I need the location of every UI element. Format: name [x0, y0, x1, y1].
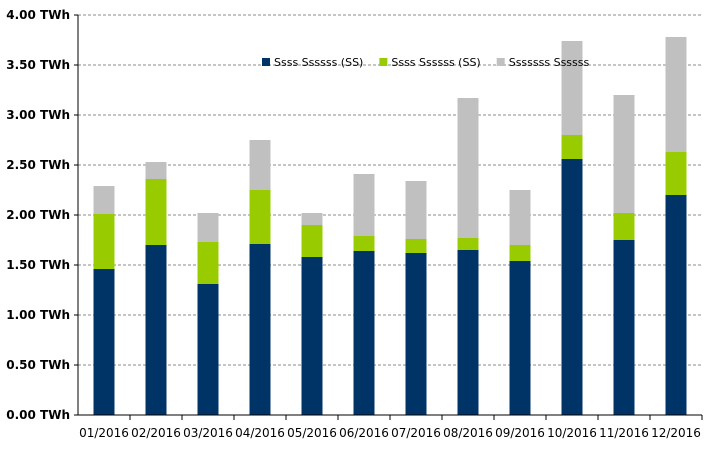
- x-tick-label: 07/2016: [391, 426, 441, 440]
- bar-segment-series-1: [405, 239, 427, 253]
- bar-segment-series-2: [145, 162, 167, 179]
- bar-segment-series-1: [613, 213, 635, 240]
- x-tick-label: 08/2016: [443, 426, 493, 440]
- bar-segment-series-0: [353, 251, 375, 415]
- bar-segment-series-2: [197, 213, 219, 242]
- legend-swatch-series-0: [262, 58, 270, 66]
- bar-segment-series-0: [301, 257, 323, 415]
- legend-label-series-2: Sssssss Ssssss: [509, 56, 590, 69]
- y-tick-label: 4.00 TWh: [6, 8, 70, 22]
- bar-segment-series-1: [665, 152, 687, 195]
- x-tick-label: 12/2016: [651, 426, 701, 440]
- bar-segment-series-2: [561, 41, 583, 135]
- bar-segment-series-2: [93, 186, 115, 214]
- bar-segment-series-1: [353, 236, 375, 251]
- bar-segment-series-0: [249, 244, 271, 415]
- x-tick-label: 10/2016: [547, 426, 597, 440]
- bar-segment-series-0: [457, 250, 479, 415]
- x-tick-label: 11/2016: [599, 426, 649, 440]
- x-tick-label: 02/2016: [131, 426, 181, 440]
- bar-segment-series-2: [665, 37, 687, 152]
- bar-segment-series-1: [561, 135, 583, 159]
- bar-segment-series-1: [93, 214, 115, 269]
- bar-segment-series-1: [301, 225, 323, 257]
- bar-segment-series-2: [613, 95, 635, 213]
- bar-segment-series-1: [145, 179, 167, 245]
- bar-segment-series-1: [197, 242, 219, 284]
- y-tick-label: 0.00 TWh: [6, 408, 70, 422]
- bars: [93, 37, 687, 415]
- x-tick-label: 01/2016: [79, 426, 129, 440]
- bar-segment-series-0: [405, 253, 427, 415]
- x-tick-label: 04/2016: [235, 426, 285, 440]
- y-tick-label: 2.00 TWh: [6, 208, 70, 222]
- bar-segment-series-2: [457, 98, 479, 238]
- y-tick-label: 3.00 TWh: [6, 108, 70, 122]
- bar-segment-series-1: [457, 238, 479, 250]
- bar-segment-series-1: [509, 245, 531, 261]
- x-tick-label: 06/2016: [339, 426, 389, 440]
- legend-swatch-series-2: [496, 58, 505, 66]
- x-tick-label: 09/2016: [495, 426, 545, 440]
- y-tick-label: 3.50 TWh: [6, 58, 70, 72]
- bar-segment-series-0: [145, 245, 167, 415]
- bar-segment-series-2: [249, 140, 271, 190]
- legend-swatch-series-1: [379, 58, 388, 66]
- y-tick-label: 2.50 TWh: [6, 158, 70, 172]
- bar-segment-series-2: [353, 174, 375, 236]
- bar-segment-series-0: [561, 159, 583, 415]
- bar-segment-series-2: [301, 213, 323, 225]
- gridlines: [78, 14, 702, 366]
- bar-segment-series-0: [197, 284, 219, 415]
- x-tick-label: 03/2016: [183, 426, 233, 440]
- bar-segment-series-0: [509, 261, 531, 415]
- bar-segment-series-2: [405, 181, 427, 239]
- axes: 0.00 TWh 0.50 TWh 1.00 TWh 1.50 TWh 2.00 TWh…: [6, 8, 703, 440]
- bar-segment-series-0: [93, 269, 115, 415]
- x-tick-label: 05/2016: [287, 426, 337, 440]
- bar-segment-series-2: [509, 190, 531, 245]
- legend: Ssss Ssssss (SS) Ssss Ssssss (SS) Sssssss …: [262, 56, 589, 69]
- bar-segment-series-1: [249, 190, 271, 244]
- y-tick-label: 0.50 TWh: [6, 358, 70, 372]
- bar-segment-series-0: [665, 195, 687, 415]
- y-tick-label: 1.50 TWh: [6, 258, 70, 272]
- y-tick-label: 1.00 TWh: [6, 308, 70, 322]
- legend-label-series-0: Ssss Ssssss (SS): [274, 56, 363, 69]
- legend-label-series-1: Ssss Ssssss (SS): [391, 56, 480, 69]
- bar-segment-series-0: [613, 240, 635, 415]
